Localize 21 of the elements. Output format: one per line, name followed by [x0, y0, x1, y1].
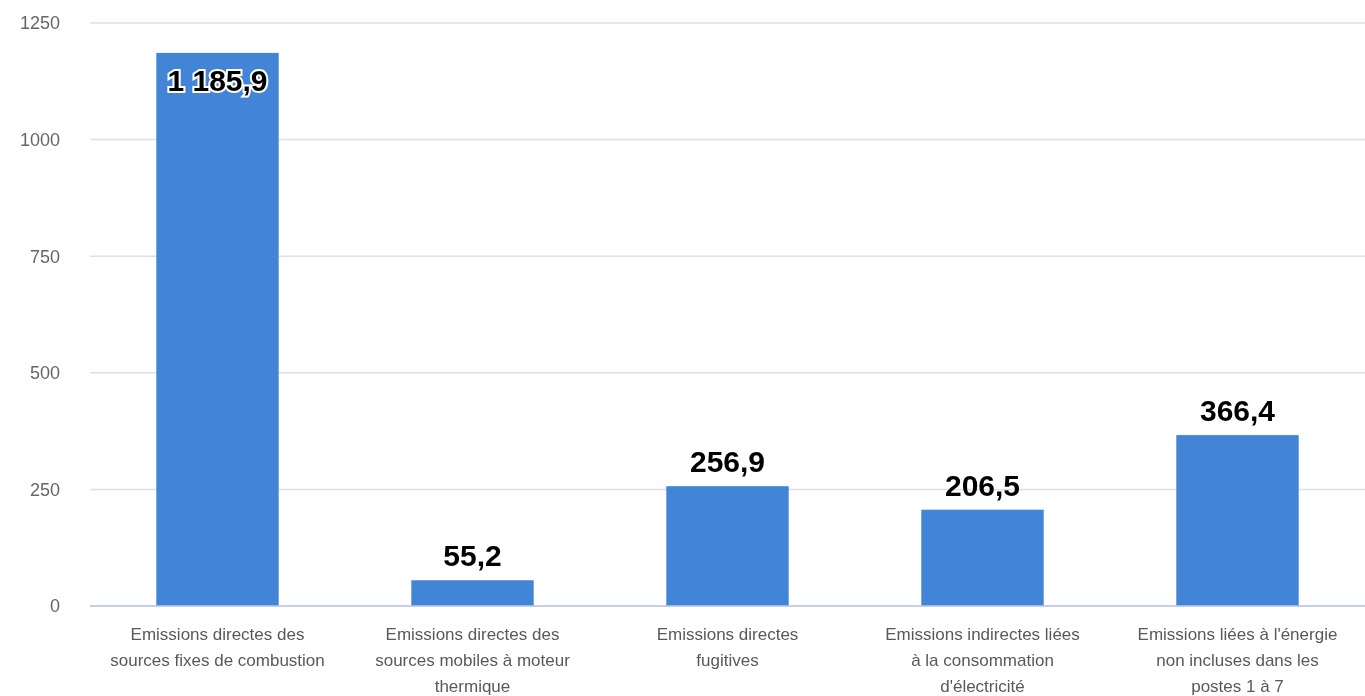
x-tick-label: Emissions indirectes liées à la consommation d'électricité — [885, 625, 1080, 696]
y-tick-label: 500 — [29, 363, 60, 384]
x-tick-label: Emissions directes des sources fixes de combustion — [110, 625, 325, 670]
data-label: 366,4 — [1199, 394, 1276, 428]
x-tick-label: Emissions directes des sources mobiles à moteur thermique — [375, 625, 571, 696]
y-tick-label: 0 — [49, 596, 60, 617]
bar — [156, 52, 279, 606]
data-label: 206,5 — [944, 468, 1021, 502]
y-tick-label: 750 — [29, 246, 60, 267]
data-label: 1 185,9 — [167, 63, 268, 97]
x-tick-label: Emissions directes fugitives — [656, 625, 799, 670]
data-label: 55,2 — [443, 539, 502, 573]
y-tick-label: 1000 — [19, 129, 60, 150]
bar — [666, 486, 789, 606]
x-tick-label: Emissions liées à l'énergie non incluses dans les postes 1 à 7 — [1137, 625, 1338, 696]
bar — [921, 509, 1044, 606]
bar — [1176, 435, 1299, 606]
data-label: 256,9 — [689, 445, 766, 479]
bar — [411, 580, 534, 606]
y-tick-label: 250 — [29, 479, 60, 500]
y-tick-label: 1250 — [19, 13, 60, 34]
